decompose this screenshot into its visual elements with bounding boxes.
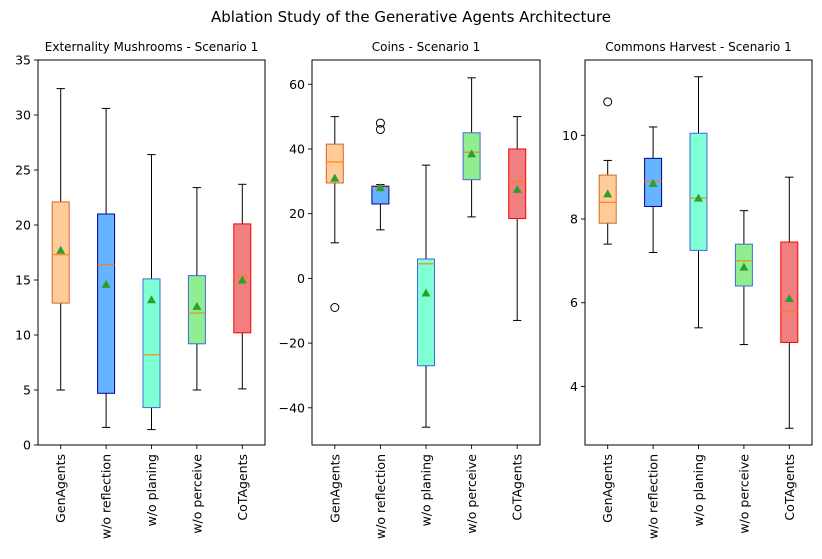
x-tick-label: CoTAgents [782,454,797,521]
x-tick-label: w/o reflection [99,454,114,539]
mean-marker [375,183,385,192]
panel-1: Externality Mushrooms - Scenario 1 0 5 10 15… [15,40,266,539]
mean-marker [467,149,477,158]
x-tick-label: w/o perceive [736,454,751,534]
mean-marker [237,275,247,284]
x-tick-label: w/o planing [419,454,434,526]
panel-title: Commons Harvest - Scenario 1 [605,40,791,54]
x-tick-label: w/o perceive [189,454,204,534]
chart-panels: Externality Mushrooms - Scenario 1 0 5 10 15… [15,40,813,539]
mean-marker [603,189,613,198]
box-w-o-perceive [462,77,481,218]
box-iqr [325,143,344,184]
y-tick-label: 40 [289,141,305,156]
mean-marker [330,173,340,182]
mean-marker [739,262,749,271]
box-iqr [780,241,799,343]
mean-marker [147,295,156,304]
box-w-o-perceive [734,210,753,346]
y-tick-label: 8 [570,212,578,227]
box-cotagents [508,116,527,321]
y-tick-label: 60 [289,77,305,92]
x-tick-label: w/o planing [144,454,159,526]
y-tick-label: −20 [279,336,305,351]
x-tick-label: CoTAgents [235,454,250,521]
box-w-o-planing [142,154,161,431]
y-tick-label: 20 [15,218,31,233]
axes-frame [311,59,541,446]
outlier-point [330,303,340,312]
panel-3: Commons Harvest - Scenario 1 4 6 8 10 GenAgen… [562,40,813,539]
box-iqr [508,148,527,220]
y-tick-label: 0 [23,438,31,453]
y-tick-label: 5 [23,383,31,398]
box-iqr [689,132,708,251]
box-genagents [598,97,617,245]
x-tick-label: w/o planing [691,454,706,526]
y-tick-label: 10 [15,328,31,343]
x-tick-label: w/o perceive [464,454,479,534]
mean-marker [56,245,66,254]
y-tick-label: 10 [562,128,578,143]
box-iqr [142,278,161,409]
panel-title: Externality Mushrooms - Scenario 1 [45,40,258,54]
panel-2: Coins - Scenario 1 −40 −20 0 20 40 60 GenAgents… [279,40,541,539]
outlier-point [375,125,385,135]
x-tick-label: GenAgents [53,454,68,523]
y-tick-label: 4 [570,379,578,394]
mean-marker [101,279,111,288]
x-tick-label: CoTAgents [510,454,525,521]
axes-frame [37,59,266,446]
x-tick-label: GenAgents [327,454,342,523]
box-cotagents [780,176,799,429]
mean-marker [421,288,431,297]
y-tick-label: −40 [279,400,305,415]
y-tick-label: 0 [297,271,305,286]
box-w-o-reflection [371,118,390,231]
outlier-point [603,97,613,107]
box-iqr [97,213,116,394]
y-tick-label: 35 [15,53,31,68]
mean-marker [512,184,522,193]
x-tick-label: GenAgents [600,454,615,523]
y-tick-label: 15 [15,273,31,288]
panel-title: Coins - Scenario 1 [372,40,481,54]
box-w-o-planing [689,76,708,329]
mean-marker [192,301,202,310]
mean-marker [694,193,703,202]
box-w-o-reflection [97,107,116,428]
box-iqr [598,174,617,224]
box-w-o-planing [417,164,435,428]
y-tick-label: 20 [289,206,305,221]
outlier-point [375,118,385,128]
x-tick-label: w/o reflection [646,454,661,539]
box-w-o-reflection [644,126,663,253]
box-iqr [417,258,435,367]
box-genagents [325,116,344,312]
y-tick-label: 25 [15,163,31,178]
box-w-o-perceive [187,187,206,391]
box-genagents [51,88,70,391]
x-tick-label: w/o reflection [373,454,388,539]
axes-frame [584,59,813,446]
y-tick-label: 6 [570,295,578,310]
mean-marker [784,294,794,303]
figure-suptitle: Ablation Study of the Generative Agents … [211,8,611,26]
box-cotagents [233,183,252,390]
mean-marker [648,178,658,187]
y-tick-label: 30 [15,108,31,123]
